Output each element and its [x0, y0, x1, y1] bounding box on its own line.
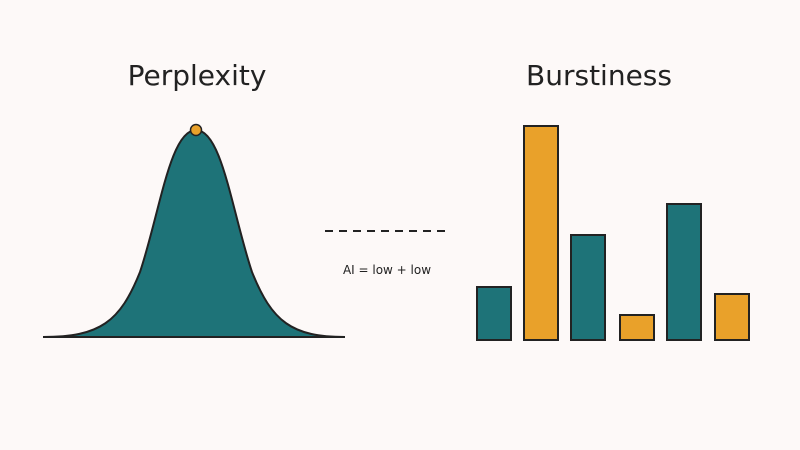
- bar: [570, 234, 606, 341]
- bar: [523, 125, 559, 341]
- bar: [476, 286, 512, 341]
- perplexity-title: Perplexity: [128, 59, 267, 92]
- bar: [714, 293, 750, 341]
- bar: [666, 203, 702, 341]
- bar: [619, 314, 655, 341]
- peak-dot: [189, 123, 203, 137]
- center-label: AI = low + low: [343, 263, 431, 277]
- burstiness-title: Burstiness: [526, 59, 672, 92]
- bars: [476, 125, 750, 341]
